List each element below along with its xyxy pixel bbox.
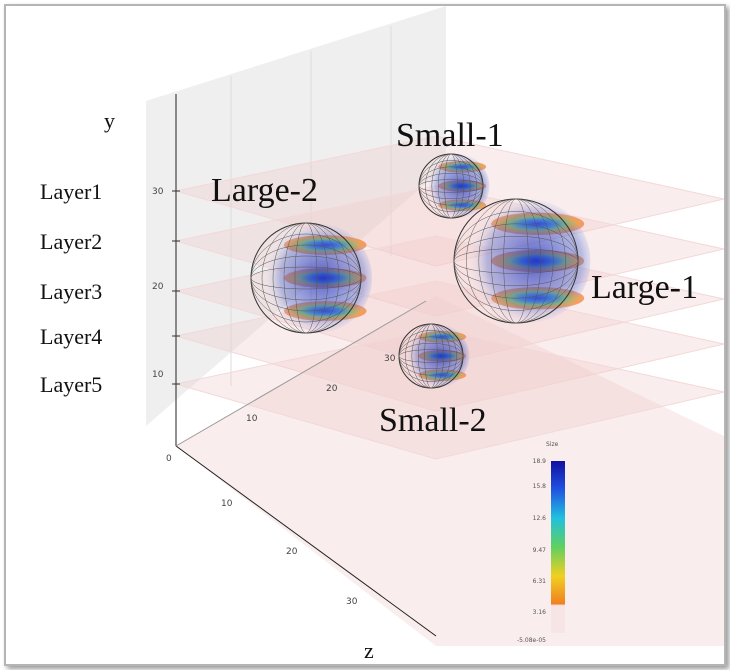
- colorbar-label: 18.9: [533, 458, 547, 465]
- layer-label: Layer4: [40, 324, 102, 349]
- y-tick-label: 30: [152, 187, 164, 197]
- x-tick-label: 10: [246, 414, 258, 424]
- object-label: Large-1: [591, 269, 698, 306]
- object-label: Small-1: [396, 117, 504, 154]
- colorbar-label: -5.08e-05: [517, 637, 546, 644]
- z-tick-label: 20: [286, 547, 298, 557]
- figure-frame: y z Layer1 Layer2 Layer3 Layer4 Layer5 30 20 10…: [4, 4, 726, 666]
- colorbar-label: 12.6: [533, 515, 547, 522]
- colorbar-title: Size: [546, 441, 559, 448]
- y-tick-label: 20: [152, 282, 164, 292]
- y-axis-label: y: [104, 108, 115, 133]
- x-tick-label: 30: [384, 354, 396, 364]
- colorbar-label: 15.8: [533, 483, 547, 490]
- z-tick-label: 10: [221, 499, 233, 509]
- colorbar: [551, 461, 565, 633]
- colorbar-label: 6.31: [533, 578, 547, 585]
- z-axis-label: z: [364, 638, 374, 663]
- x-tick-label: 20: [326, 384, 338, 394]
- scene: y z Layer1 Layer2 Layer3 Layer4 Layer5 30 20 10…: [6, 6, 724, 664]
- colorbar-label: 3.16: [533, 609, 547, 616]
- layer-label: Layer5: [40, 372, 102, 397]
- colorbar-label: 9.47: [533, 547, 547, 554]
- object-label: Small-2: [379, 402, 487, 439]
- y-tick-label: 10: [152, 370, 164, 380]
- layer-label: Layer1: [40, 179, 102, 204]
- layer-label: Layer2: [40, 229, 102, 254]
- z-tick-label: 0: [166, 454, 172, 464]
- z-tick-label: 30: [346, 597, 358, 607]
- object-label: Large-2: [211, 172, 318, 209]
- layer-label: Layer3: [40, 279, 102, 304]
